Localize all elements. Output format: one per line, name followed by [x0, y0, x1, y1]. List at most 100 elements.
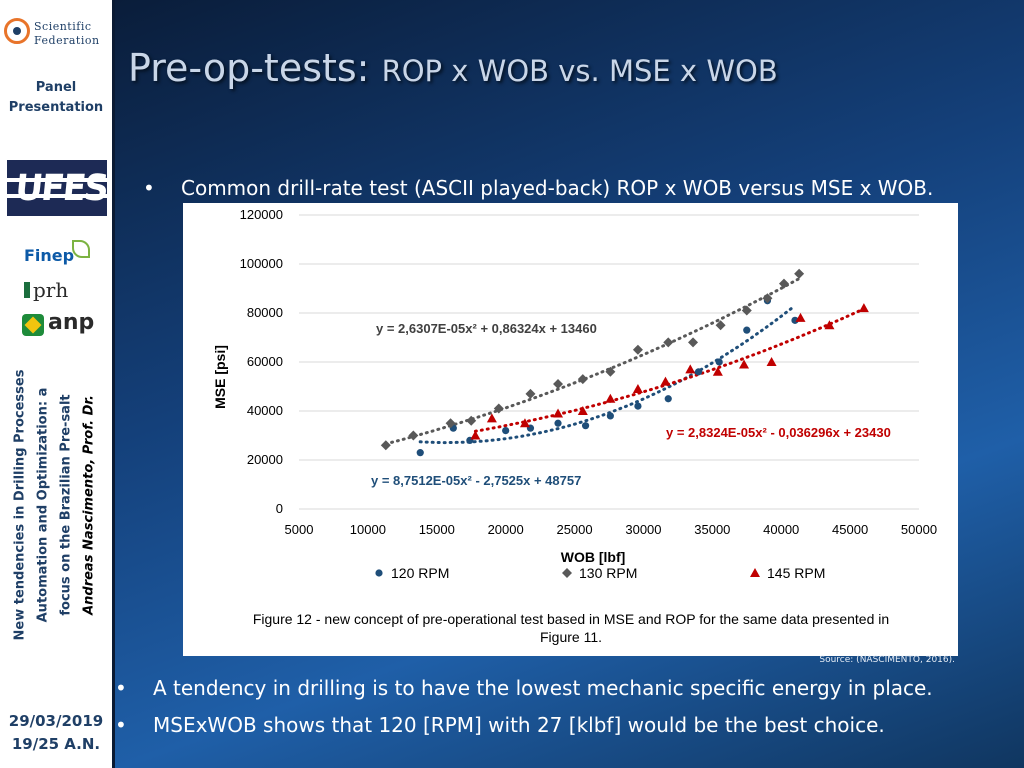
data-point [741, 305, 752, 316]
y-tick-label: 60000 [247, 354, 283, 369]
data-point [486, 413, 497, 423]
data-point [577, 406, 588, 415]
data-point [606, 412, 614, 420]
mse-wob-chart: 0 20000 40000 60000 80000 100000 120000 5000 100… [212, 207, 937, 645]
x-tick-label: 5000 [285, 522, 314, 537]
figure-caption-line1: Figure 12 - new concept of pre-operation… [253, 611, 889, 627]
x-tick-label: 10000 [350, 522, 386, 537]
anp-logo-text: anp [48, 310, 95, 335]
data-point [502, 427, 510, 435]
brazil-flag-icon [22, 314, 44, 336]
data-point [605, 366, 616, 377]
y-tick-label: 0 [276, 501, 283, 516]
data-point [553, 379, 564, 390]
data-point [466, 415, 477, 426]
y-axis-label: MSE [psi] [212, 345, 228, 409]
data-point [380, 440, 391, 451]
anp-logo: anp [22, 310, 95, 342]
data-point [445, 418, 456, 429]
data-point [762, 293, 773, 304]
finep-logo: Finep [22, 238, 92, 268]
data-point [858, 303, 869, 313]
data-point [766, 357, 777, 366]
y-tick-label: 80000 [247, 305, 283, 320]
page-title-main: Pre-op-tests: [128, 46, 382, 90]
x-tick-label: 45000 [832, 522, 868, 537]
prh-mark-icon [24, 282, 30, 298]
legend-label: 120 RPM [391, 565, 449, 581]
data-point [688, 337, 699, 348]
panel-title-line2: Presentation [8, 100, 104, 115]
federation-emblem-icon [4, 18, 30, 44]
prh-logo-text: prh [33, 278, 69, 302]
page-title: Pre-op-tests: ROP x WOB vs. MSE x WOB [128, 46, 778, 90]
x-tick-label: 25000 [556, 522, 592, 537]
data-point [632, 383, 643, 393]
panel-title-line1: Panel [35, 80, 77, 95]
vertical-line3: focus on the Brazilian Pre-salt [58, 394, 74, 616]
trendline-130-rpm [384, 277, 801, 446]
logo-text-line2: Federation [34, 34, 100, 47]
trendline-145-rpm [473, 307, 866, 433]
data-point [795, 312, 806, 322]
prh-logo: prh [24, 278, 94, 302]
ufes-stripe [7, 194, 107, 198]
bullet-top-text: Common drill-rate test (ASCII played-bac… [181, 176, 934, 200]
trendline-120-rpm [418, 304, 797, 445]
vertical-line1: New tendencies in Drilling Processes [12, 369, 28, 641]
presentation-title-vertical: New tendencies in Drilling Processes Aut… [9, 360, 104, 650]
vertical-author: Andreas Nascimento, Prof. Dr. [81, 395, 97, 615]
date-page-block: 29/03/2019 19/25 A.N. [0, 710, 112, 756]
chart-panel: 0 20000 40000 60000 80000 100000 120000 5000 100… [183, 203, 958, 656]
data-point [778, 278, 789, 289]
data-point [694, 368, 703, 376]
data-point [525, 388, 536, 399]
x-tick-label: 30000 [625, 522, 661, 537]
data-point [715, 320, 726, 331]
source-note: Source: (NASCIMENTO, 2016). [819, 655, 955, 665]
data-point [685, 364, 696, 374]
data-point [663, 337, 674, 348]
equation-120-box [363, 469, 615, 491]
data-point [660, 376, 671, 386]
legend-label: 130 RPM [579, 565, 637, 581]
data-point [577, 374, 588, 385]
data-point-layer [380, 268, 869, 457]
data-point [743, 326, 751, 334]
y-tick-label: 40000 [247, 403, 283, 418]
figure-caption-line2: Figure 11. [540, 629, 602, 645]
equation-120rpm: y = 8,7512E-05x² - 2,7525x + 48757 [371, 473, 581, 488]
data-point [791, 316, 799, 324]
equation-145rpm: y = 2,8324E-05x² - 0,036296x + 23430 [666, 425, 891, 440]
panel-title: Panel Presentation [0, 78, 112, 118]
data-point [824, 320, 835, 330]
data-point [553, 408, 564, 418]
finep-logo-text: Finep [24, 246, 75, 265]
equation-145-box [658, 421, 920, 443]
data-point [664, 395, 672, 403]
x-axis-label: WOB [lbf] [561, 549, 626, 565]
scientific-federation-logo: Scientific Federation [4, 16, 108, 50]
vertical-line2: Automation and Optimization: a [35, 387, 51, 623]
data-point [794, 268, 805, 279]
grid-layer [299, 214, 919, 461]
page-title-sub: ROP x WOB vs. MSE x WOB [381, 54, 778, 88]
x-tick-label: 15000 [419, 522, 455, 537]
finep-leaf-icon [72, 240, 90, 258]
legend-marker [562, 568, 572, 578]
bullet-marker: • [115, 713, 127, 737]
data-point [408, 430, 419, 441]
legend-marker [375, 569, 383, 577]
axis-layer: 0 20000 40000 60000 80000 100000 120000 5000 100… [240, 207, 937, 537]
data-point [416, 449, 424, 457]
x-tick-label: 40000 [763, 522, 799, 537]
data-point [712, 366, 723, 376]
ufes-stripe [7, 178, 107, 182]
x-tick-label: 20000 [488, 522, 524, 537]
slide-date: 29/03/2019 [8, 712, 104, 730]
data-point [581, 422, 590, 430]
data-point [715, 358, 723, 366]
data-point [519, 418, 530, 428]
y-tick-label: 120000 [240, 207, 283, 222]
equation-130-box [368, 317, 630, 339]
